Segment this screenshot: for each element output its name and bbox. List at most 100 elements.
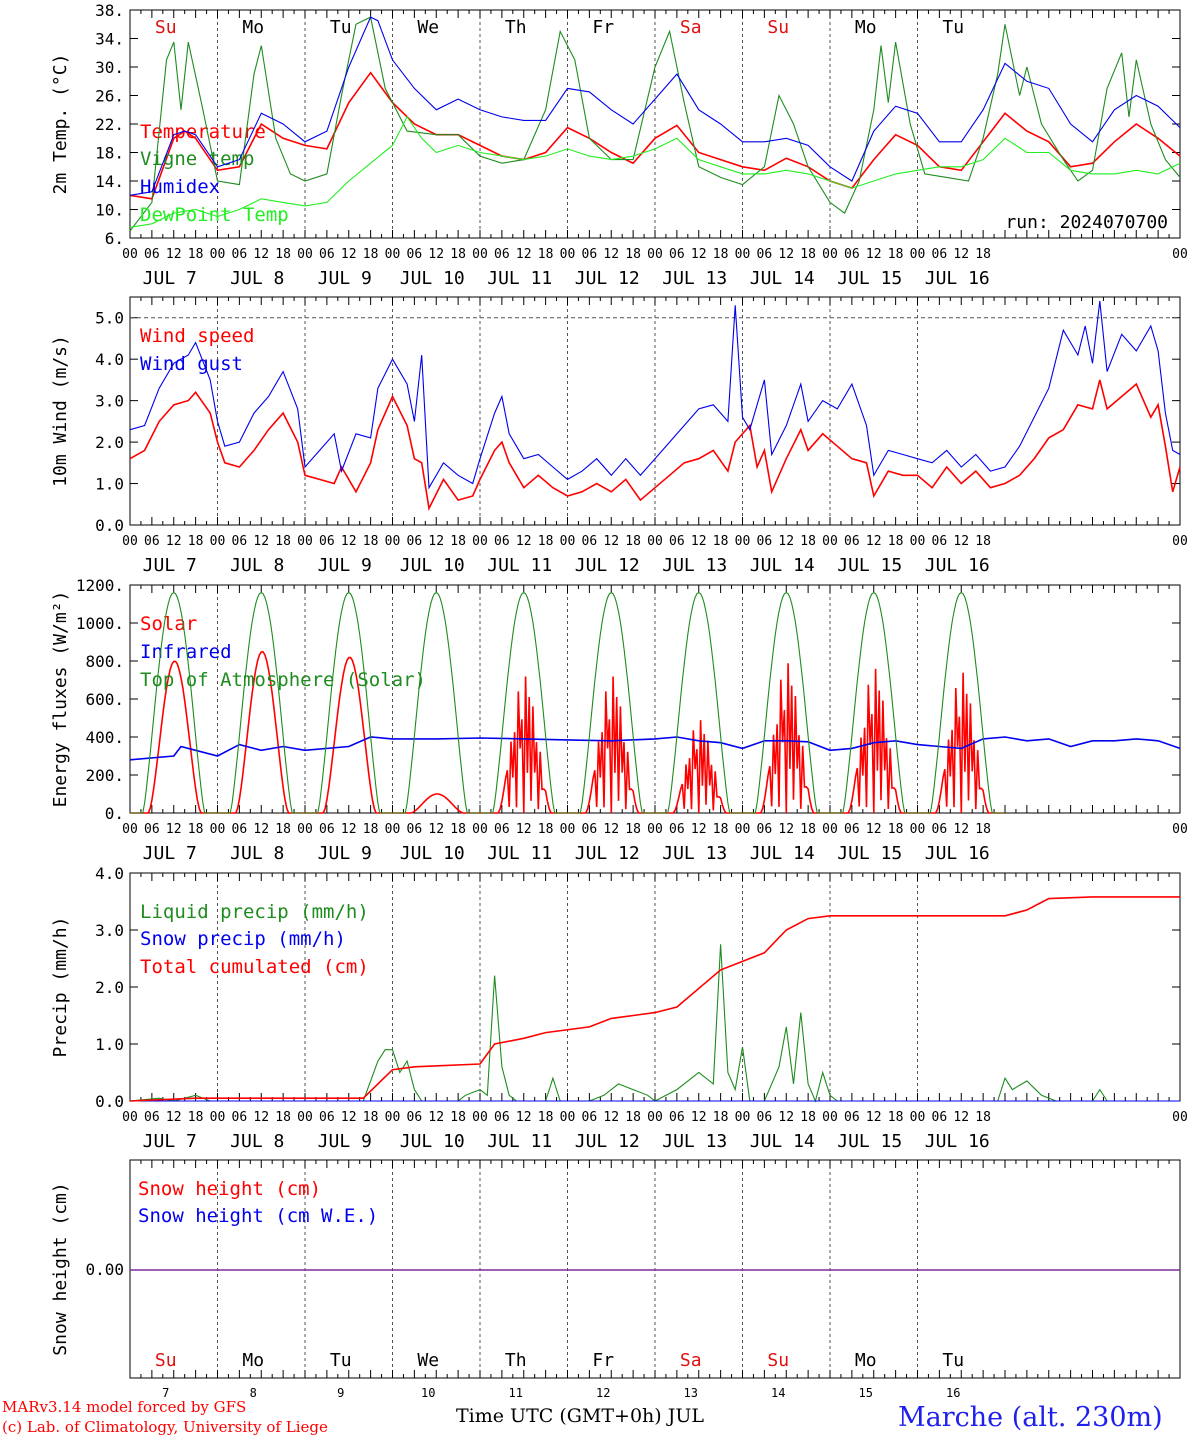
date-label: JUL 11 [487,843,552,864]
hour-tick-label: 00 [297,1110,313,1125]
date-label: JUL 12 [575,843,640,864]
legend-entry: Humidex [140,176,220,198]
y-axis-title: Energy fluxes (W/m²) [50,591,71,808]
weekday-label: Mo [855,1350,877,1371]
hour-tick-label: 18 [538,247,554,262]
hour-tick-label: 12 [603,247,619,262]
hour-tick-label: 12 [516,822,532,837]
weekday-label: Mo [855,17,877,38]
panel-energy: 0. 200. 400. 600. 800. 1000. 1200. Energy fluxe… [50,576,1188,864]
hour-tick-label: 12 [691,534,707,549]
date-label: JUL 7 [143,555,197,576]
weekday-label: Mo [242,1350,264,1371]
date-label: JUL 11 [487,268,552,289]
hour-tick-label: 12 [428,822,444,837]
legend-entry: Wind speed [140,325,254,347]
hour-tick-label: 18 [538,1110,554,1125]
hour-tick-label: 12 [516,534,532,549]
legend-entry: Top of Atmosphere (Solar) [140,669,426,691]
hour-tick-label: 00 [297,822,313,837]
hour-tick-label: 06 [494,247,510,262]
y-tick-label: 4.0 [95,350,124,369]
hour-tick-label: 06 [232,822,248,837]
hour-tick-label: 12 [866,822,882,837]
hour-tick-label: 12 [341,247,357,262]
hour-tick-label: 06 [319,1110,335,1125]
y-tick-label: 3.0 [95,392,124,411]
hour-tick-label: 00 [822,534,838,549]
hour-tick-label: 18 [800,534,816,549]
hour-tick-label: 00 [822,247,838,262]
hour-tick-label: 18 [625,1110,641,1125]
hour-tick-label: 00 [122,1110,138,1125]
hour-tick-label: 06 [582,534,598,549]
hour-tick-label: 12 [778,1110,794,1125]
weekday-label: Su [155,17,177,38]
hour-tick-label: 12 [516,1110,532,1125]
y-tick-label: 34. [95,30,124,49]
hour-tick-label: 12 [603,534,619,549]
hour-tick-label: 06 [144,247,160,262]
date-label: JUL 12 [575,1131,640,1152]
date-label: JUL 8 [230,268,284,289]
hour-tick-label: 12 [953,1110,969,1125]
legend-entry: Infrared [140,641,232,663]
y-tick-label: 30. [95,58,124,77]
hour-tick-label: 00 [385,822,401,837]
hour-tick-label: 06 [582,247,598,262]
hour-tick-label: 12 [253,822,269,837]
y-axis-title: Precip (mm/h) [50,917,71,1058]
y-tick-label: 800. [85,652,124,671]
y-tick-label: 1200. [76,576,124,595]
series-line [129,71,1181,200]
hour-tick-label: 06 [319,534,335,549]
weekday-label: Su [155,1350,177,1371]
weekday-label: Tu [942,17,964,38]
hour-tick-label: 12 [691,247,707,262]
hour-tick-label: 06 [232,1110,248,1125]
date-label: JUL 16 [925,555,990,576]
hour-tick-label: 06 [144,822,160,837]
hour-tick-label: 06 [407,534,423,549]
hour-tick-label: 18 [275,534,291,549]
hour-tick-label: 12 [603,1110,619,1125]
weekday-label: Tu [330,17,352,38]
hour-tick-label: 06 [669,247,685,262]
hour-tick-label: 00 [822,822,838,837]
legend-entry: Snow precip (mm/h) [140,928,346,950]
legend-entry: Total cumulated (cm) [140,956,369,978]
hour-tick-label: 06 [319,822,335,837]
hour-tick-label: 12 [953,822,969,837]
hour-tick-label: 18 [450,247,466,262]
hour-tick-label: 18 [275,247,291,262]
hour-tick-label: 18 [888,1110,904,1125]
hour-tick-label: 00 [1172,1110,1188,1125]
date-label: JUL 15 [837,555,902,576]
date-label: JUL 10 [400,268,465,289]
weekday-label: Th [505,1350,527,1371]
hour-tick-label: 12 [603,822,619,837]
hour-tick-label: 00 [385,1110,401,1125]
hour-tick-label: 06 [144,534,160,549]
hour-tick-label: 00 [735,534,751,549]
hour-tick-label: 00 [910,1110,926,1125]
hour-tick-label: 18 [363,247,379,262]
weekday-label: Su [767,1350,789,1371]
hour-tick-label: 00 [122,247,138,262]
hour-tick-label: 18 [888,534,904,549]
hour-tick-label: 06 [669,534,685,549]
hour-tick-label: 06 [407,822,423,837]
date-label: JUL 13 [662,843,727,864]
hour-tick-label: 12 [953,534,969,549]
legend-entry: Solar [140,613,197,635]
legend-entry: Snow height (cm W.E.) [138,1205,378,1227]
hour-tick-label: 18 [625,822,641,837]
legend-entry: Wind gust [140,353,243,375]
hour-tick-label: 12 [166,247,182,262]
series-line [129,115,1181,228]
day-number-label: 9 [337,1386,344,1400]
series-line [129,16,1181,196]
y-tick-label: 22. [95,115,124,134]
hour-tick-label: 06 [407,247,423,262]
